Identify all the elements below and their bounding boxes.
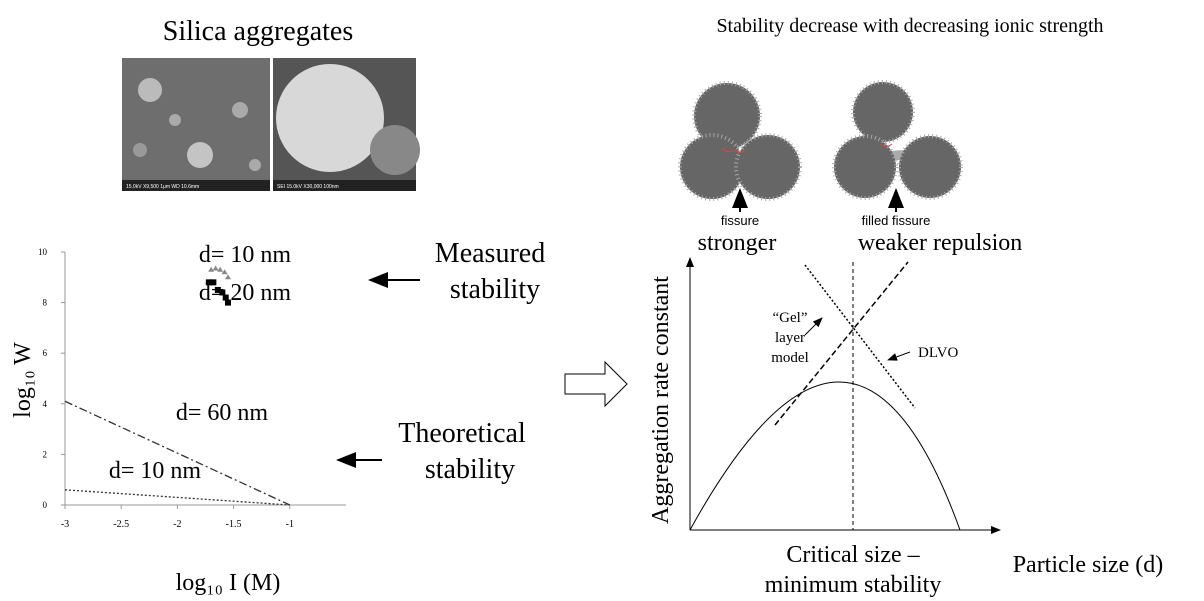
y-tick-label: 8 bbox=[43, 298, 48, 308]
annotation: stability bbox=[450, 274, 540, 305]
schematic-label: fissure bbox=[721, 213, 759, 228]
transition-arrow bbox=[565, 362, 627, 406]
annotation: layer bbox=[775, 330, 805, 346]
particle-schematic bbox=[680, 82, 961, 199]
y-tick-label: 2 bbox=[43, 449, 48, 459]
schematic-caption: weaker repulsion bbox=[858, 230, 1023, 256]
right-title: Stability decrease with decreasing ionic… bbox=[716, 15, 1103, 37]
annotation: Theoretical bbox=[398, 418, 526, 449]
micrograph: SEI 15.0kV X30,000 100nm bbox=[273, 58, 420, 191]
annotation: model bbox=[771, 350, 809, 366]
model-chart bbox=[690, 258, 1000, 530]
axis-title: Aggregation rate constant bbox=[648, 276, 674, 524]
stability-chart: 0 2 4 6 8 10 -3 -2.5 -2 -1.5 -1 log₁₀ I (M) log₁₀ W d… bbox=[10, 242, 346, 596]
x-tick-label: -3 bbox=[61, 519, 69, 530]
axis-title: log₁₀ W bbox=[10, 342, 36, 418]
axis-title: Particle size (d) bbox=[1013, 552, 1164, 578]
series-label: d= 20 nm bbox=[199, 280, 292, 306]
series-label: d= 60 nm bbox=[176, 400, 269, 426]
point bbox=[222, 269, 228, 274]
series-line bbox=[65, 490, 290, 505]
point bbox=[225, 274, 231, 279]
y-tick-label: 6 bbox=[43, 348, 48, 358]
annotation: DLVO bbox=[918, 345, 958, 361]
y-tick-label: 0 bbox=[43, 500, 48, 510]
annotation: Measured bbox=[435, 238, 545, 269]
series-label: d= 10 nm bbox=[109, 458, 202, 484]
micrograph-caption: 15.0kV X9,500 1μm WD 10.6mm bbox=[126, 184, 199, 190]
schematic-caption: stronger bbox=[698, 230, 777, 256]
x-tick-label: -2.5 bbox=[113, 519, 129, 530]
y-tick-label: 10 bbox=[38, 247, 48, 257]
micrograph: 15.0kV X9,500 1μm WD 10.6mm bbox=[122, 58, 270, 191]
annotation: “Gel” bbox=[773, 310, 808, 326]
annotation: minimum stability bbox=[765, 572, 942, 598]
series-label: d= 10 nm bbox=[199, 242, 292, 268]
annotation: stability bbox=[425, 454, 515, 485]
x-tick-label: -1.5 bbox=[226, 519, 242, 530]
annotation: Critical size – bbox=[786, 542, 920, 568]
x-tick-label: -1 bbox=[286, 519, 294, 530]
axis-title: log₁₀ I (M) bbox=[176, 570, 281, 596]
schematic-label: filled fissure bbox=[862, 213, 931, 228]
left-title: Silica aggregates bbox=[163, 16, 353, 47]
figure: Silica aggregates Stability decrease wit… bbox=[0, 0, 1204, 601]
x-tick-label: -2 bbox=[173, 519, 181, 530]
micrograph-caption: SEI 15.0kV X30,000 100nm bbox=[277, 184, 339, 190]
y-tick-label: 4 bbox=[43, 399, 48, 409]
